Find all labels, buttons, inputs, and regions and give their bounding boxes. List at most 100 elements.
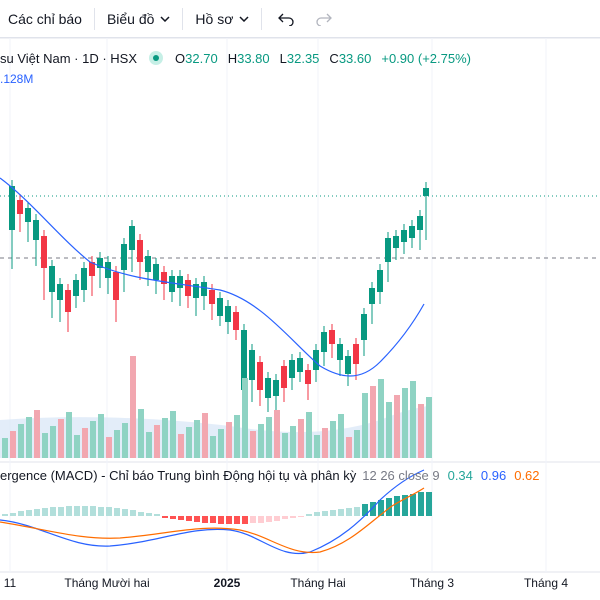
toolbar-divider	[93, 7, 95, 30]
profile-menu-button[interactable]: Hồ sơ	[195, 0, 249, 38]
volume-bar	[58, 419, 64, 458]
volume-bar	[410, 381, 416, 458]
macd-histogram-bar	[362, 504, 368, 516]
candle-body	[423, 188, 429, 196]
macd-histogram-bar	[226, 516, 232, 524]
volume-bar	[306, 412, 312, 458]
candle-body	[33, 220, 39, 240]
candle-body	[9, 186, 15, 230]
candle-body	[249, 350, 255, 380]
macd-histogram-bar	[82, 506, 88, 516]
candle-body	[321, 332, 327, 352]
symbol-legend: su Việt Nam · 1D · HSX O 32.70 H 33.80 L 32…	[0, 48, 471, 68]
volume-bar	[10, 431, 16, 458]
macd-histogram-bar	[66, 506, 72, 516]
volume-bar	[330, 421, 336, 458]
volume-bar	[74, 435, 80, 458]
volume-bar	[26, 417, 32, 458]
volume-value: .128M	[0, 72, 34, 86]
candle-body	[369, 288, 375, 304]
macd-histogram-bar	[146, 513, 152, 516]
chevron-down-icon	[160, 15, 170, 22]
candle-body	[57, 284, 63, 300]
macd-histogram-bar	[178, 516, 184, 520]
macd-params: 12 26 close 9	[362, 467, 440, 483]
volume-bar	[146, 432, 152, 458]
candle-body	[73, 280, 79, 296]
macd-histogram-bar	[418, 492, 424, 516]
volume-bar	[226, 422, 232, 458]
macd-histogram-bar	[194, 516, 200, 522]
candle-body	[289, 360, 295, 378]
candle-body	[337, 344, 343, 360]
volume-bar	[274, 410, 280, 458]
macd-histogram-bar	[250, 516, 256, 523]
redo-button[interactable]	[312, 7, 336, 31]
volume-bar	[354, 430, 360, 458]
time-axis[interactable]: 11 Tháng Mười hai 2025 Tháng Hai Tháng 3 Thán…	[0, 574, 600, 594]
candle-body	[145, 256, 151, 272]
macd-histogram-bar	[154, 514, 160, 516]
candle-body	[273, 380, 279, 396]
volume-bar	[250, 431, 256, 458]
candle-body	[105, 262, 111, 278]
candle-body	[177, 276, 183, 288]
macd-histogram-bar	[354, 507, 360, 516]
macd-histogram-bar	[394, 496, 400, 516]
macd-histogram-bar	[346, 508, 352, 516]
macd-indicator-name[interactable]: ergence (MACD) - Chỉ báo Trung bình Động…	[0, 467, 357, 483]
macd-histogram-bar	[186, 516, 192, 521]
volume-bar	[154, 425, 160, 458]
volume-bar	[18, 424, 24, 458]
candle-body	[81, 268, 87, 290]
chart-menu-button[interactable]: Biểu đồ	[107, 0, 170, 38]
macd-histogram-bar	[98, 507, 104, 516]
volume-bar	[42, 433, 48, 458]
volume-bar	[106, 437, 112, 458]
macd-histogram-bar	[42, 508, 48, 516]
candle-body	[241, 330, 247, 390]
macd-histogram-bar	[10, 513, 16, 516]
candle-body	[345, 356, 351, 374]
macd-histogram-bar	[298, 516, 304, 517]
volume-bar	[210, 436, 216, 458]
indicators-button[interactable]: Các chỉ báo	[8, 0, 82, 38]
macd-histogram-bar	[34, 509, 40, 516]
volume-bar	[178, 434, 184, 458]
macd-histogram-bar	[122, 509, 128, 516]
volume-bar	[194, 420, 200, 458]
volume-bar	[290, 426, 296, 458]
time-axis-label: 2025	[213, 576, 241, 590]
macd-signal-value: 0.62	[514, 467, 540, 483]
macd-histogram-bar	[282, 516, 288, 519]
open-value: O 32.70	[175, 50, 218, 66]
candle-body	[353, 344, 359, 364]
volume-bar	[50, 426, 56, 458]
low-value: L 32.35	[279, 50, 320, 66]
macd-histogram-bar	[50, 507, 56, 516]
volume-bar	[258, 424, 264, 458]
volume-bar	[378, 379, 384, 458]
volume-bar	[298, 419, 304, 458]
macd-histogram-bar	[74, 506, 80, 516]
candle-body	[217, 298, 223, 316]
chevron-down-icon	[239, 15, 249, 22]
undo-icon	[278, 13, 295, 26]
symbol-title[interactable]: su Việt Nam · 1D · HSX	[0, 50, 138, 66]
volume-bar	[394, 395, 400, 458]
candle-body	[25, 208, 31, 222]
candle-body	[89, 262, 95, 276]
undo-button[interactable]	[274, 7, 298, 31]
volume-bar	[66, 412, 72, 458]
candle-body	[257, 362, 263, 390]
close-value: C 33.60	[329, 50, 372, 66]
volume-bar	[82, 428, 88, 458]
volume-bar	[266, 417, 272, 458]
volume-bar	[234, 415, 240, 458]
candle-body	[305, 370, 311, 384]
candle-body	[281, 366, 287, 388]
macd-histogram-bar	[386, 498, 392, 516]
volume-bar	[386, 402, 392, 458]
candle-body	[417, 216, 423, 230]
